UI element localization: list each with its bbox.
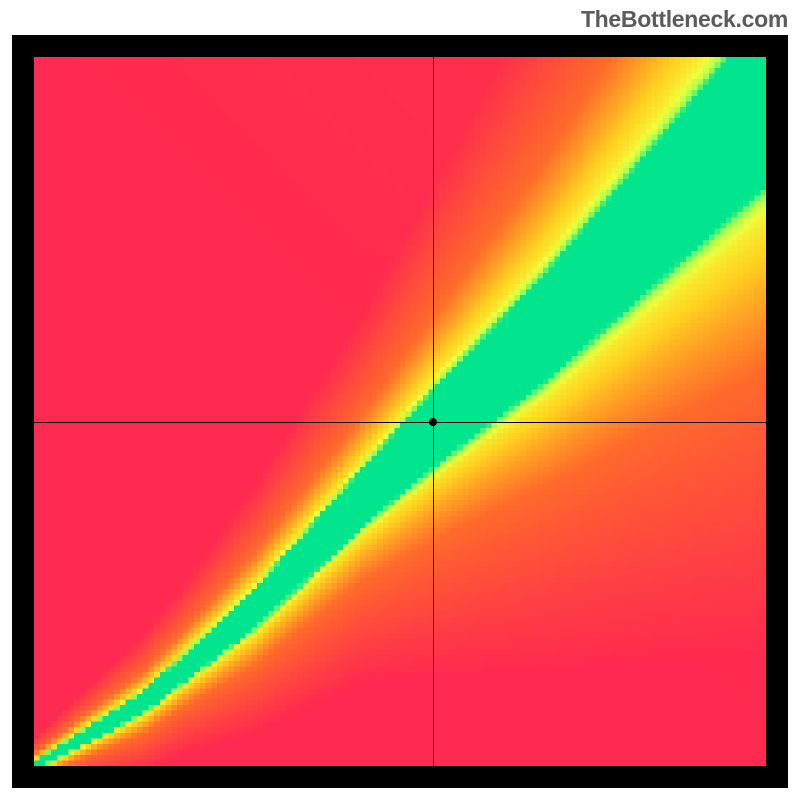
- plot-area: [34, 57, 766, 766]
- heatmap-canvas: [34, 57, 766, 766]
- watermark-text: TheBottleneck.com: [581, 6, 788, 33]
- crosshair-dot: [429, 418, 437, 426]
- crosshair-vertical: [433, 57, 434, 766]
- crosshair-horizontal: [34, 422, 766, 423]
- plot-frame: [12, 35, 788, 788]
- chart-container: TheBottleneck.com: [0, 0, 800, 800]
